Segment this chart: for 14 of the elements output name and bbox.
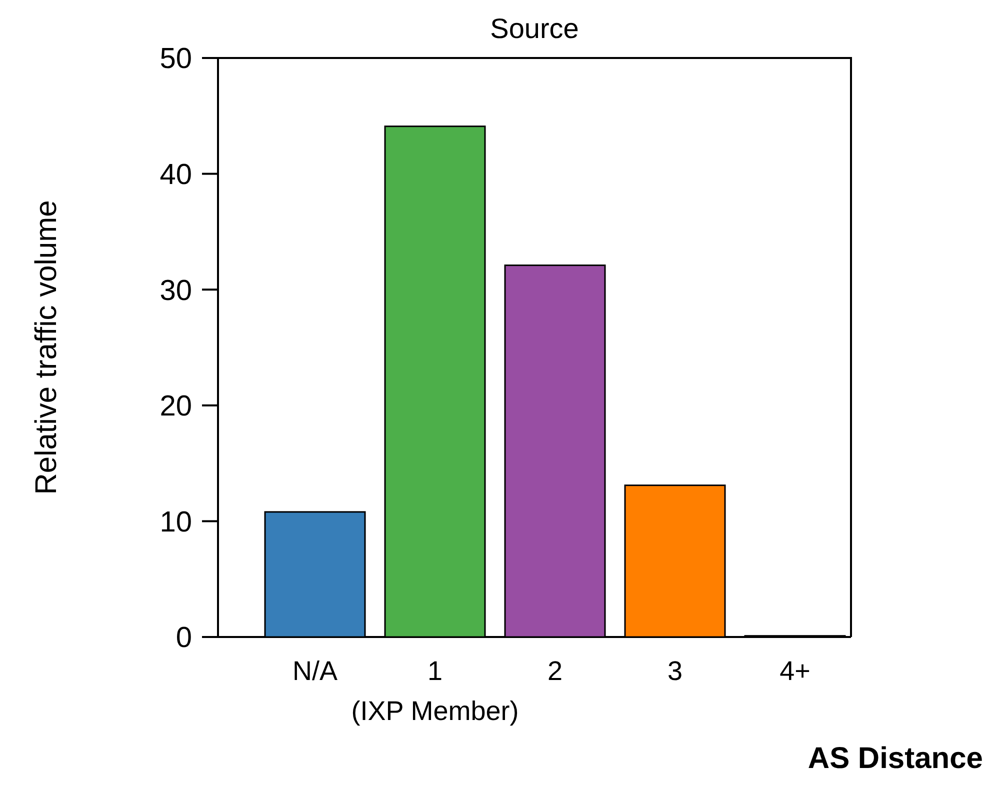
x-tick-label: 4+ xyxy=(780,656,810,686)
x-tick-label: 2 xyxy=(547,656,563,686)
x-tick-label: 3 xyxy=(667,656,683,686)
y-tick-label: 50 xyxy=(160,43,192,76)
y-tick-label: 10 xyxy=(160,506,192,538)
y-axis-title: Relative traffic volume xyxy=(30,200,63,495)
y-tick-label: 0 xyxy=(176,622,192,654)
x-tick-label: 1 (IXP Member) xyxy=(351,656,519,726)
chart-title: Source xyxy=(490,13,579,44)
y-tick-label: 30 xyxy=(160,274,192,307)
x-axis-title: AS Distance xyxy=(808,742,983,775)
y-tick-label: 20 xyxy=(160,390,192,423)
x-tick-label: N/A xyxy=(292,656,338,686)
y-tick-label: 40 xyxy=(160,158,192,191)
